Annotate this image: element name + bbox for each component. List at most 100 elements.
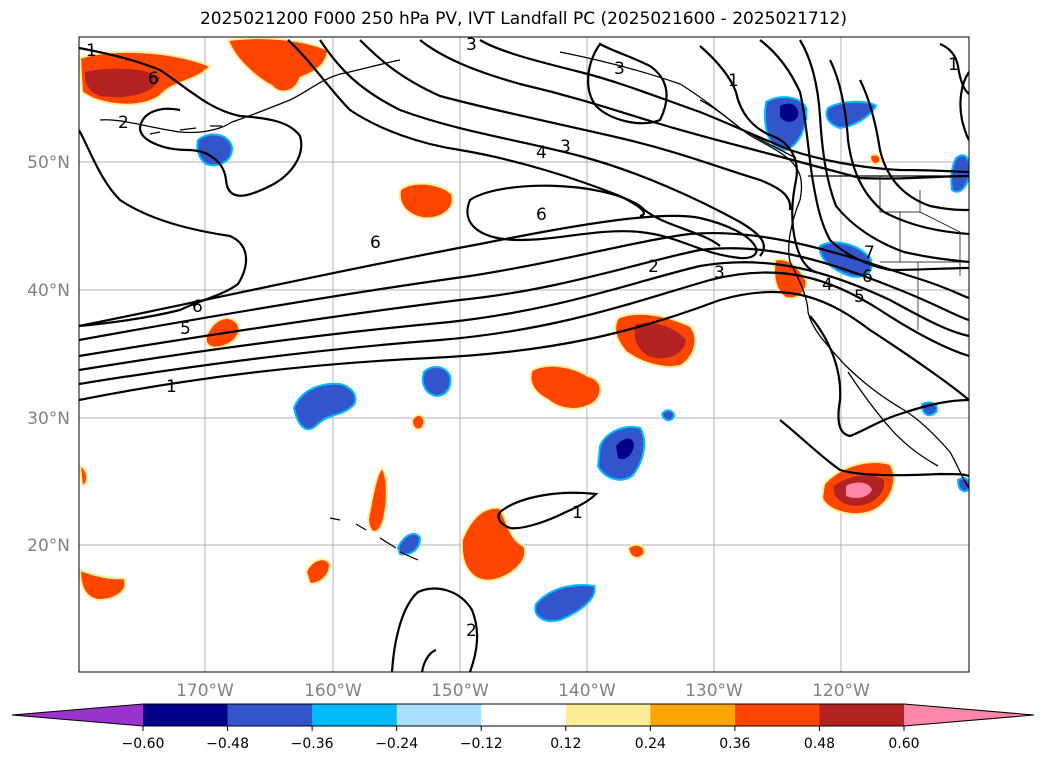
- pv-negative-region: [421, 366, 452, 398]
- contour-line: [699, 45, 817, 274]
- colorbar-tick-label: −0.12: [460, 736, 503, 752]
- pv-positive-region: [226, 37, 330, 93]
- north-america-west-coast: [788, 199, 969, 489]
- contour-line: [809, 315, 969, 438]
- pv-strong-positive-region: [634, 322, 686, 359]
- contour-label: 7: [864, 243, 875, 263]
- contour-line: [759, 39, 969, 272]
- contour-label: 1: [572, 503, 583, 523]
- lon-label: 130°W: [685, 681, 743, 701]
- colorbar-segment: [396, 704, 482, 726]
- lat-label: 50°N: [27, 153, 70, 173]
- pv-negative-region: [534, 584, 596, 622]
- colorbar: −0.60 −0.48 −0.36 −0.24 −0.12 0.12 0.24 0.36 0.4…: [11, 703, 1035, 752]
- colorbar-tick-label: 0.24: [635, 736, 666, 752]
- colorbar-extend-high: [904, 704, 1034, 726]
- pv-positive-region: [460, 506, 527, 582]
- graticule: [79, 37, 969, 672]
- coastlines: [99, 51, 969, 561]
- contour-label: 1: [948, 55, 959, 75]
- latitude-labels: 50°N 40°N 30°N 20°N: [27, 153, 70, 556]
- colorbar-tick-label: −0.36: [291, 736, 334, 752]
- colorbar-segment: [565, 704, 651, 726]
- baja-california-coast: [847, 371, 939, 467]
- contour-line: [79, 46, 303, 197]
- contour-line: [497, 491, 599, 530]
- colorbar-tick-label: −0.48: [206, 736, 249, 752]
- colorbar-tick-label: 0.60: [888, 736, 919, 752]
- contour-label: 4: [822, 275, 833, 295]
- pv-positive-region: [304, 558, 332, 586]
- lon-label: 170°W: [176, 681, 234, 701]
- contour-line: [799, 39, 969, 264]
- contour-line: [79, 290, 969, 402]
- contour-label: 1: [166, 377, 177, 397]
- lat-label: 30°N: [27, 409, 70, 429]
- contour-line: [779, 419, 969, 478]
- contour-line: [319, 39, 765, 257]
- lon-label: 120°W: [812, 681, 870, 701]
- contour-label: 2: [648, 257, 659, 277]
- pv-positive-region: [398, 182, 454, 220]
- lon-label: 160°W: [304, 681, 362, 701]
- contour-label: 2: [466, 621, 477, 641]
- contour-label: 5: [180, 319, 191, 339]
- colorbar-segment: [143, 704, 229, 726]
- pv-strong-positive-region: [84, 68, 160, 98]
- longitude-labels: 170°W 160°W 150°W 140°W 130°W 120°W: [176, 681, 870, 701]
- pv-negative-region: [660, 409, 676, 422]
- colorbar-segment: [312, 704, 398, 726]
- contour-label: 3: [466, 35, 477, 55]
- pv-strong-negative-region: [616, 438, 634, 460]
- contour-line: [420, 648, 437, 672]
- pv-anomaly-fills: [79, 37, 969, 622]
- pv-negative-region: [196, 133, 234, 167]
- contour-label: 3: [614, 59, 625, 79]
- contour-line: [359, 39, 792, 211]
- pv-positive-region: [529, 364, 602, 410]
- pv-positive-region: [410, 414, 426, 431]
- contour-label: 5: [854, 287, 865, 307]
- contour-line: [287, 39, 646, 218]
- contour-line: [419, 39, 969, 180]
- pv-positive-region: [79, 568, 127, 602]
- lon-label: 140°W: [558, 681, 616, 701]
- colorbar-tick-label: 0.48: [804, 736, 835, 752]
- lon-label: 150°W: [431, 681, 489, 701]
- contour-line: [79, 184, 758, 328]
- contour-line: [587, 42, 668, 125]
- pv-strong-negative-region: [780, 103, 799, 122]
- colorbar-tick-label: 0.36: [719, 736, 750, 752]
- colorbar-tick-label: −0.24: [375, 736, 418, 752]
- contour-line: [959, 71, 969, 141]
- contour-line: [390, 587, 479, 672]
- contour-label: 4: [536, 143, 547, 163]
- contour-line: [79, 247, 969, 358]
- contour-label: 6: [192, 297, 203, 317]
- colorbar-extend-low: [12, 704, 143, 726]
- map-panel: 1 6 2 3 3 4 3 1 6 6 6 5 1 2 3 4 5 6 7 1 …: [79, 35, 969, 672]
- contour-label: 1: [86, 41, 97, 61]
- alaska-aleutian-coast: [99, 59, 401, 134]
- contour-label: 2: [118, 113, 129, 133]
- contour-label: 3: [714, 263, 725, 283]
- contour-label: 6: [370, 233, 381, 253]
- pv-positive-region: [79, 464, 88, 488]
- contour-line: [859, 79, 969, 212]
- pv-negative-region: [292, 382, 357, 431]
- map-title: 2025021200 F000 250 hPa PV, IVT Landfall…: [199, 9, 847, 29]
- state-borders: [879, 176, 969, 330]
- contour-line: [79, 129, 248, 328]
- contour-label: 6: [536, 205, 547, 225]
- colorbar-segment: [227, 704, 313, 726]
- british-columbia-coast: [699, 99, 803, 201]
- contour-line: [79, 271, 969, 386]
- contour-label: 3: [560, 137, 571, 157]
- ivt-contours: [79, 39, 969, 672]
- colorbar-tick-label: −0.60: [122, 736, 165, 752]
- hawaii-islands: [329, 517, 419, 561]
- alaska-gulf-coast: [559, 51, 797, 159]
- contour-line: [79, 231, 969, 342]
- colorbar-segment: [819, 704, 905, 726]
